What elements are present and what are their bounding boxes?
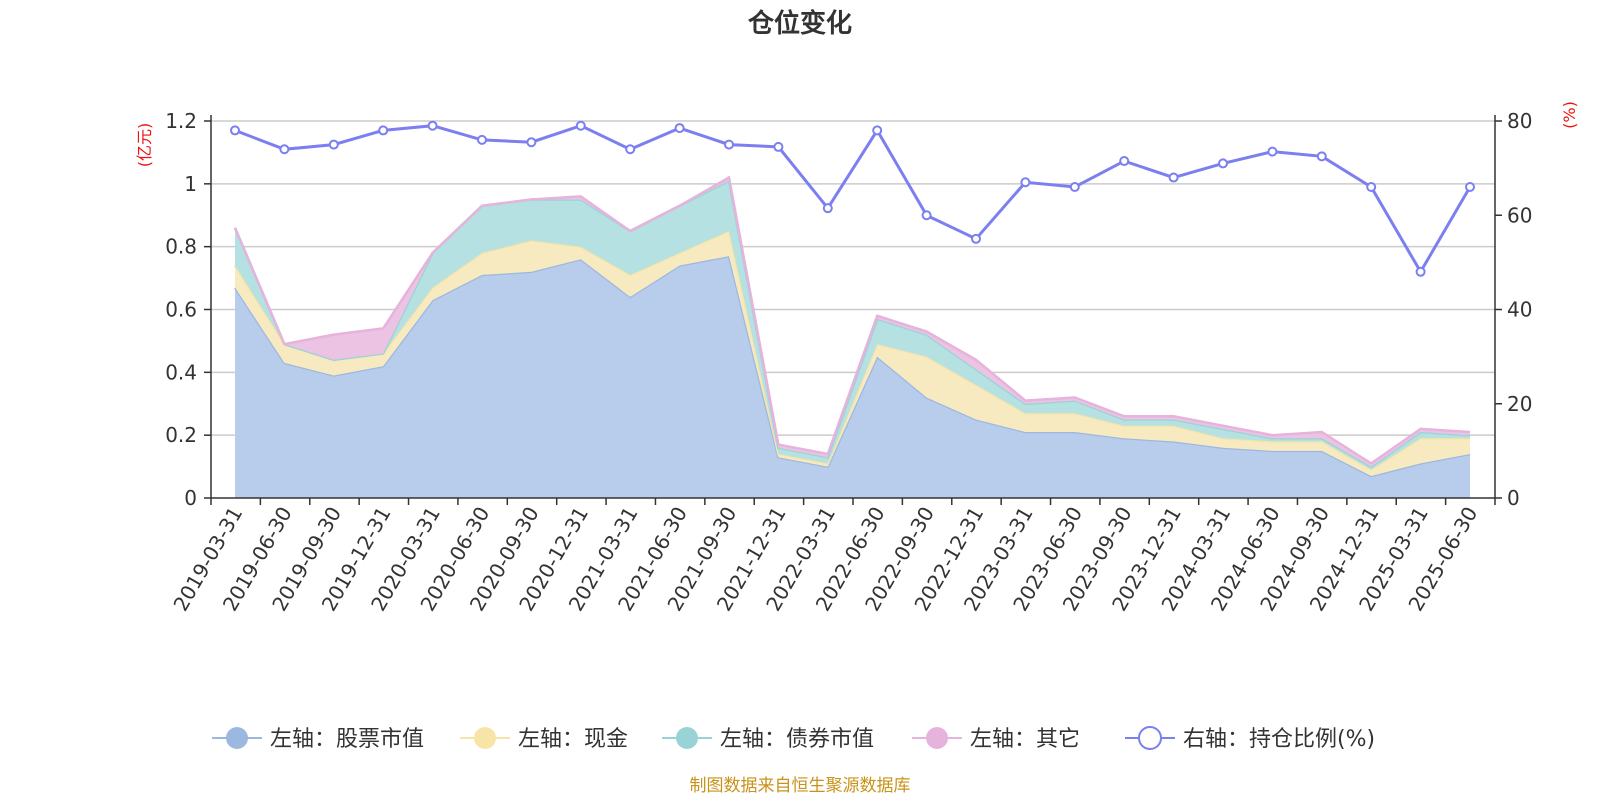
legend-label: 左轴：股票市值	[270, 727, 424, 752]
position-ratio-line	[230, 120, 1475, 277]
ratio-point	[427, 120, 438, 131]
left-axis-tick-label: 0.4	[165, 360, 197, 384]
left-axis-tick-label: 0.8	[165, 235, 197, 259]
ratio-point	[921, 210, 932, 221]
left-axis-tick-label: 0	[184, 486, 197, 510]
left-axis-tick-label: 1	[184, 172, 197, 196]
legend-label: 左轴：其它	[970, 727, 1080, 752]
legend-marker	[474, 727, 496, 749]
right-axis-unit: (%)	[1560, 101, 1579, 129]
left-axis-tick-label: 0.6	[165, 298, 197, 322]
right-axis-tick-label: 60	[1507, 203, 1532, 227]
legend: 左轴：股票市值 左轴：现金 左轴：债券市值 左轴：其它 右轴：持仓比例(%)	[212, 726, 1375, 752]
ratio-point	[1069, 181, 1080, 192]
ratio-point	[674, 123, 685, 134]
legend-label: 右轴：持仓比例(%)	[1183, 727, 1375, 752]
ratio-point	[575, 120, 586, 131]
right-axis-tick-label: 80	[1507, 109, 1532, 133]
ratio-point	[1366, 181, 1377, 192]
ratio-point	[724, 139, 734, 150]
stacked-areas	[233, 175, 1471, 498]
area-series-line-4	[233, 175, 1471, 465]
ratio-point	[1415, 266, 1426, 277]
legend-label: 左轴：现金	[518, 727, 628, 752]
ratio-point	[625, 144, 636, 155]
legend-label: 左轴：债券市值	[720, 727, 874, 752]
legend-marker	[226, 727, 248, 749]
ratio-point	[378, 125, 389, 136]
ratio-point	[1168, 172, 1179, 183]
ratio-point	[1020, 177, 1031, 188]
ratio-line-path	[234, 124, 1472, 275]
ratio-point	[477, 134, 487, 145]
ratio-point	[971, 233, 981, 244]
data-source: 制图数据来自恒生聚源数据库	[690, 776, 911, 796]
legend-marker	[1138, 726, 1162, 750]
right-axis-tick-label: 20	[1507, 392, 1532, 416]
ratio-point	[1316, 151, 1327, 162]
legend-marker	[676, 727, 698, 749]
chart-title: 仓位变化	[747, 8, 852, 39]
ratio-point	[1218, 158, 1228, 169]
legend-marker	[926, 727, 948, 749]
ratio-point	[1119, 156, 1130, 167]
ratio-point	[230, 125, 240, 136]
left-axis-tick-label: 0.2	[165, 423, 197, 447]
ratio-point	[1465, 181, 1475, 192]
area-series-1	[235, 256, 1470, 498]
left-axis-unit: (亿元)	[135, 123, 154, 168]
ratio-point	[526, 137, 537, 148]
ratio-point	[872, 125, 883, 136]
right-axis-tick-label: 40	[1507, 298, 1532, 322]
ratio-point	[822, 203, 833, 214]
ratio-point	[279, 144, 290, 155]
ratio-point	[328, 139, 339, 150]
right-axis-tick-label: 0	[1507, 486, 1520, 510]
ratio-point	[773, 141, 784, 152]
ratio-point	[1267, 146, 1278, 157]
left-axis-tick-label: 1.2	[165, 109, 197, 133]
